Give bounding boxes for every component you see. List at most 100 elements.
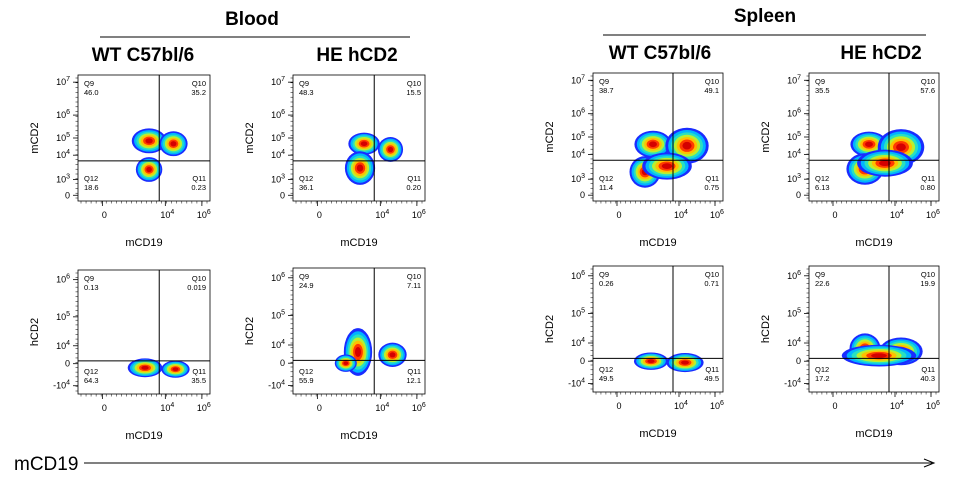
x-tick-label: 0 — [832, 401, 837, 411]
quadrant-value-Q10: 19.9 — [920, 279, 935, 288]
quadrant-name-Q10: Q10 — [705, 270, 719, 279]
y-tick-label: 104 — [271, 149, 285, 160]
x-tick-label: 0 — [102, 403, 107, 413]
quadrant-value-Q10: 49.1 — [704, 86, 719, 95]
x-tick-label: 104 — [890, 209, 904, 220]
y-tick-label: 105 — [571, 131, 585, 142]
population-1-level-7 — [649, 141, 657, 148]
y-tick-label: 103 — [571, 173, 585, 184]
y-tick-label: 107 — [787, 74, 801, 85]
quadrant-value-Q11: 0.20 — [406, 183, 421, 192]
population-1-level-7 — [141, 365, 149, 370]
y-tick-label: 104 — [571, 337, 585, 348]
quadrant-value-Q10: 0.71 — [704, 279, 719, 288]
y-tick-label: 0 — [280, 190, 285, 200]
x-tick-label: 104 — [375, 209, 389, 220]
quadrant-value-Q12: 64.3 — [84, 376, 99, 385]
y-tick-label: 103 — [271, 174, 285, 185]
quadrant-name-Q9: Q9 — [599, 270, 609, 279]
population-1-level-7 — [145, 138, 153, 144]
plot-frame — [592, 265, 724, 393]
population-1-level-7 — [647, 359, 655, 364]
population-4-level-7 — [661, 163, 673, 169]
y-tick-label: 104 — [56, 149, 70, 160]
quadrant-value-Q12: 11.4 — [599, 183, 613, 192]
quadrant-value-Q11: 0.75 — [704, 183, 719, 192]
density-layer — [633, 352, 704, 373]
y-tick-label: 106 — [56, 109, 70, 120]
population-2-level-7 — [387, 146, 394, 153]
population-3-level-7 — [356, 164, 364, 172]
overall-x-axis-label: mCD19 — [14, 454, 78, 475]
x-tick-label: 106 — [710, 400, 724, 411]
quadrant-name-Q11: Q11 — [921, 174, 935, 183]
population-2-level-7 — [170, 141, 177, 147]
x-axis-label: mCD19 — [639, 237, 676, 249]
quadrant-name-Q12: Q12 — [84, 174, 98, 183]
x-tick-label: 0 — [616, 210, 621, 220]
population-2-level-7 — [896, 143, 906, 151]
y-tick-label: 103 — [56, 174, 70, 185]
quadrant-value-Q9: 0.26 — [599, 279, 614, 288]
x-tick-label: 0 — [832, 210, 837, 220]
y-axis-label: hCD2 — [544, 315, 556, 343]
y-tick-label: 0 — [65, 359, 70, 369]
y-tick-label: 106 — [571, 270, 585, 281]
quadrant-value-Q9: 46.0 — [84, 88, 99, 97]
x-tick-label: 104 — [160, 209, 174, 220]
density-layer — [334, 328, 407, 376]
y-axis-label: mCD2 — [760, 121, 772, 152]
population-2-level-7 — [389, 352, 396, 358]
quadrant-value-Q12: 6.13 — [815, 183, 830, 192]
population-2-level-7 — [682, 141, 692, 150]
y-axis-label: mCD2 — [29, 122, 41, 153]
quadrant-value-Q11: 35.5 — [191, 376, 206, 385]
quadrant-name-Q11: Q11 — [705, 174, 719, 183]
population-3-level-7 — [343, 361, 349, 366]
density-layer — [846, 129, 925, 185]
y-tick-label: 105 — [571, 308, 585, 319]
quadrant-value-Q11: 0.23 — [191, 183, 206, 192]
y-tick-label: 0 — [580, 356, 585, 366]
y-tick-label: -104 — [268, 380, 285, 391]
y-tick-label: 106 — [271, 109, 285, 120]
quadrant-name-Q9: Q9 — [84, 274, 94, 283]
quadrant-name-Q11: Q11 — [705, 365, 719, 374]
x-tick-label: 104 — [160, 402, 174, 413]
y-tick-label: 0 — [580, 190, 585, 200]
y-tick-label: 106 — [271, 272, 285, 283]
quadrant-name-Q9: Q9 — [815, 77, 825, 86]
population-3-level-7 — [146, 166, 152, 173]
y-tick-label: 104 — [787, 148, 801, 159]
quadrant-name-Q11: Q11 — [407, 174, 421, 183]
x-tick-label: 104 — [375, 402, 389, 413]
plot-7: Q90.26Q100.71Q1249.5Q1149.5-104010410510… — [544, 265, 724, 440]
x-tick-label: 106 — [926, 209, 940, 220]
density-layer — [344, 132, 404, 185]
density-layer — [131, 128, 188, 182]
population-2-level-7 — [681, 360, 689, 365]
y-tick-label: 105 — [787, 131, 801, 142]
x-tick-label: 106 — [412, 402, 426, 413]
y-tick-label: 107 — [56, 76, 70, 87]
y-axis-label: mCD2 — [244, 122, 256, 153]
quadrant-value-Q12: 17.2 — [815, 374, 830, 383]
quadrant-name-Q10: Q10 — [921, 77, 935, 86]
plots-layer: Q946.0Q1035.2Q1218.6Q110.230103104105106… — [29, 72, 940, 442]
density-layer — [629, 127, 709, 188]
column-title-1: WT C57bl/6 — [92, 45, 194, 66]
y-axis-label: hCD2 — [244, 317, 256, 345]
y-tick-label: 0 — [796, 356, 801, 366]
population-2-level-7 — [172, 367, 179, 372]
y-tick-label: 106 — [571, 108, 585, 119]
quadrant-value-Q9: 0.13 — [84, 283, 99, 292]
x-tick-label: 104 — [674, 209, 688, 220]
plot-frame — [808, 265, 940, 393]
quadrant-value-Q9: 24.9 — [299, 281, 314, 290]
plot-frame — [77, 269, 211, 395]
y-tick-label: 107 — [571, 74, 585, 85]
